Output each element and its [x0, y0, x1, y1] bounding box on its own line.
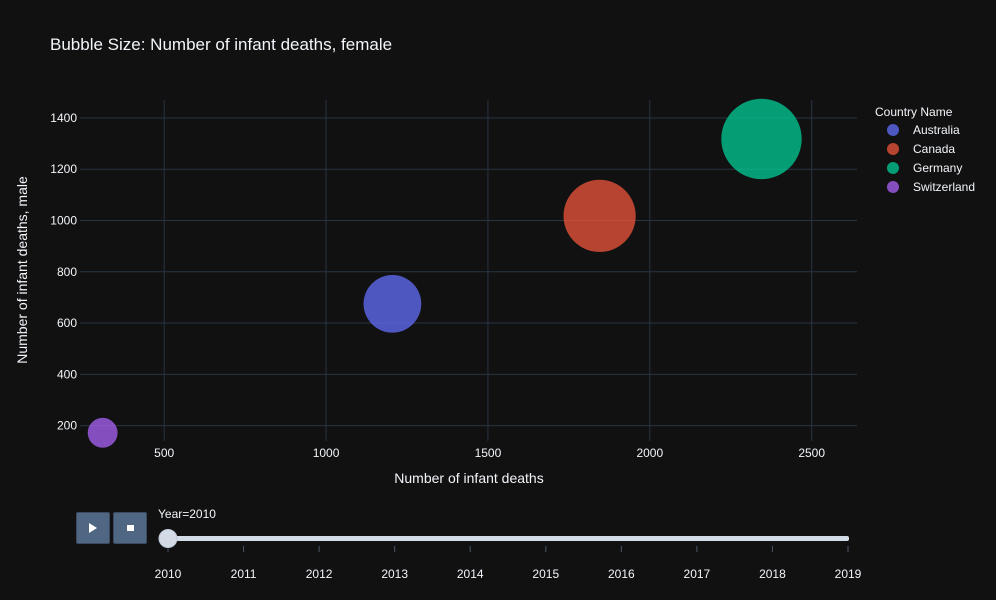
- slider-year-label[interactable]: 2011: [231, 567, 257, 581]
- grid: [80, 100, 857, 441]
- y-tick-label: 1200: [50, 162, 77, 176]
- x-tick-label: 1500: [475, 446, 502, 460]
- slider-year-label[interactable]: 2014: [457, 567, 484, 581]
- legend-label-germany[interactable]: Germany: [913, 161, 962, 175]
- chart-title: Bubble Size: Number of infant deaths, fe…: [50, 35, 392, 54]
- slider-year-label[interactable]: 2015: [532, 567, 559, 581]
- stop-icon: [126, 525, 134, 531]
- y-tick-labels: 200 400 600 800 1000 1200 1400: [50, 111, 77, 433]
- y-tick-label: 1400: [50, 111, 77, 125]
- y-axis-title: Number of infant deaths, male: [14, 176, 30, 364]
- x-tick-label: 1000: [313, 446, 340, 460]
- y-tick-label: 600: [57, 316, 77, 330]
- slider-year-label[interactable]: 2012: [306, 567, 333, 581]
- x-tick-label: 2500: [798, 446, 825, 460]
- x-tick-labels: 500 1000 1500 2000 2500: [154, 446, 825, 460]
- x-tick-label: 500: [154, 446, 174, 460]
- legend-title: Country Name: [875, 105, 953, 119]
- slider-current-label: Year=2010: [158, 507, 216, 521]
- slider-year-label[interactable]: 2017: [684, 567, 711, 581]
- play-button[interactable]: [76, 512, 110, 544]
- slider-track[interactable]: [168, 536, 849, 541]
- x-tick-label: 2000: [636, 446, 663, 460]
- y-tick-label: 200: [57, 419, 77, 433]
- slider-year-label[interactable]: 2019: [835, 567, 862, 581]
- legend-marker-germany[interactable]: [887, 162, 899, 174]
- slider-year-label[interactable]: 2013: [381, 567, 408, 581]
- legend-marker-switzerland[interactable]: [887, 181, 899, 193]
- data-points: [87, 98, 802, 448]
- legend-label-canada[interactable]: Canada: [913, 142, 955, 156]
- bubble-canada[interactable]: [563, 179, 636, 253]
- bubble-switzerland[interactable]: [87, 417, 118, 448]
- slider-year-label[interactable]: 2018: [759, 567, 786, 581]
- y-tick-label: 800: [57, 265, 77, 279]
- play-icon: [89, 523, 97, 533]
- bubble-australia[interactable]: [363, 274, 422, 333]
- y-tick-label: 1000: [50, 214, 77, 228]
- slider-handle[interactable]: [158, 529, 178, 548]
- slider-year-label[interactable]: 2016: [608, 567, 635, 581]
- legend-label-switzerland[interactable]: Switzerland: [913, 180, 975, 194]
- legend: Australia Canada Germany Switzerland: [887, 123, 975, 194]
- bubble-germany[interactable]: [721, 98, 802, 180]
- legend-label-australia[interactable]: Australia: [913, 123, 960, 137]
- slider-ticks: 2010 2011 2012 2013 2014 2015 2016 2017 2018 2019: [155, 546, 862, 581]
- x-axis-title: Number of infant deaths: [394, 470, 543, 486]
- legend-marker-canada[interactable]: [887, 143, 899, 155]
- slider-year-label[interactable]: 2010: [155, 567, 182, 581]
- legend-marker-australia[interactable]: [887, 124, 899, 136]
- y-tick-label: 400: [57, 367, 77, 381]
- stop-button[interactable]: [113, 512, 147, 544]
